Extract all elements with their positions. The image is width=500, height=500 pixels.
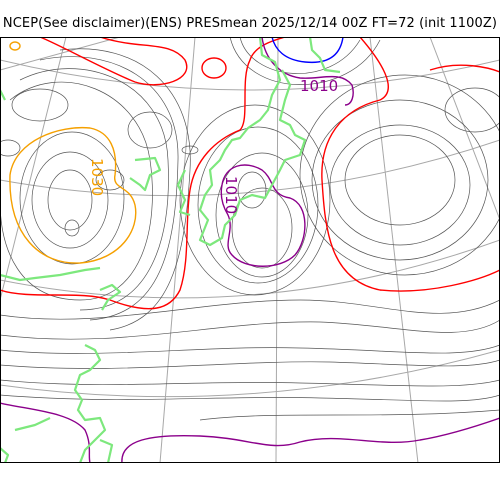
label-low-1010: 1010 [222,176,240,214]
label-north-1010: 1010 [300,77,338,95]
isobar-1000 [271,37,344,64]
isobars-thin [0,37,500,421]
coastlines [0,37,341,463]
label-high-1030: 1030 [88,158,106,196]
isobar-1030 [9,126,137,264]
isobars-1020 [0,37,500,310]
isobars-1010 [0,37,500,463]
parallel-lines [0,59,500,398]
isobar-1030-small [9,41,21,51]
map-title: NCEP(See disclaimer)(ENS) PRESmean 2025/… [2,16,498,31]
